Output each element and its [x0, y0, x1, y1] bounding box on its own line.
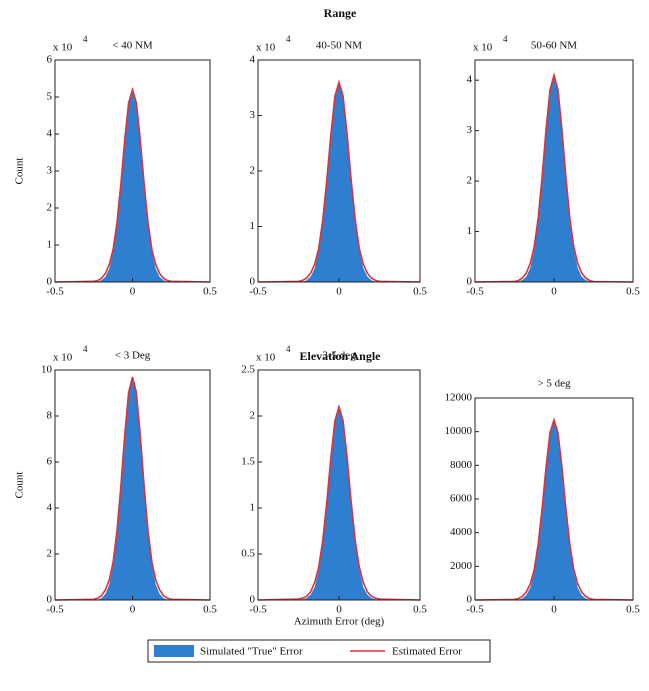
y-tick-label: 6000	[450, 493, 473, 505]
y-tick-label: 2	[47, 202, 53, 214]
legend-label: Estimated Error	[392, 646, 462, 658]
x-tick-label: 0.5	[203, 286, 217, 298]
y-tick-label: 1.5	[241, 456, 255, 468]
histogram-area	[55, 89, 210, 282]
y-multiplier-exponent: 4	[83, 34, 88, 44]
y-axis-label: Count	[14, 472, 26, 499]
fit-line	[474, 417, 634, 601]
y-tick-label: 10	[41, 364, 53, 376]
y-tick-label: 0.5	[241, 548, 255, 560]
x-tick-label: 0	[551, 286, 557, 298]
y-tick-label: 0	[467, 276, 473, 288]
x-tick-label: -0.5	[46, 604, 64, 616]
y-tick-label: 4	[250, 54, 256, 66]
x-tick-label: 0	[551, 604, 557, 616]
histogram-area	[258, 406, 420, 600]
y-tick-label: 3	[250, 109, 256, 121]
x-tick-label: -0.5	[46, 286, 64, 298]
fit-line	[54, 86, 211, 283]
y-tick-label: 3	[47, 165, 53, 177]
y-multiplier: x 10	[53, 42, 73, 54]
x-tick-label: 0.5	[203, 604, 217, 616]
row-title: Elevation Angle	[299, 349, 381, 363]
y-tick-label: 6	[47, 54, 53, 66]
x-tick-label: 0	[130, 604, 136, 616]
x-tick-label: 0	[336, 604, 342, 616]
y-tick-label: 2	[467, 175, 473, 187]
y-multiplier: x 10	[473, 42, 493, 54]
y-tick-label: 4	[47, 502, 53, 514]
subplot-title: 3-5 deg	[322, 350, 356, 362]
y-tick-label: 4000	[450, 526, 473, 538]
fit-line	[474, 72, 634, 283]
y-axis-label: Count	[14, 158, 26, 185]
y-tick-label: 0	[467, 594, 473, 606]
y-tick-label: 0	[250, 594, 256, 606]
y-multiplier-exponent: 4	[286, 34, 291, 44]
subplot-title: 40-50 NM	[316, 40, 362, 52]
y-tick-label: 0	[47, 276, 53, 288]
x-tick-label: -0.5	[466, 286, 484, 298]
y-tick-label: 2000	[450, 560, 473, 572]
x-tick-label: 0.5	[626, 286, 640, 298]
y-tick-label: 2	[250, 410, 256, 422]
y-tick-label: 1	[250, 220, 256, 232]
fit-line	[54, 376, 211, 601]
x-tick-label: 0	[336, 286, 342, 298]
row-title: Range	[324, 6, 357, 20]
x-tick-label: 0	[130, 286, 136, 298]
fit-line	[257, 79, 421, 283]
y-multiplier-exponent: 4	[503, 34, 508, 44]
y-tick-label: 3	[467, 124, 473, 136]
x-axis-label: Azimuth Error (deg)	[294, 616, 385, 628]
y-tick-label: 1	[467, 225, 473, 237]
subplot-title: 50-60 NM	[531, 40, 577, 52]
y-multiplier: x 10	[256, 42, 276, 54]
subplot-title: < 3 Deg	[115, 350, 151, 362]
legend-box	[147, 639, 491, 663]
y-multiplier-exponent: 4	[286, 344, 291, 354]
x-tick-label: -0.5	[466, 604, 484, 616]
x-tick-label: 0.5	[413, 604, 427, 616]
y-tick-label: 6	[47, 456, 53, 468]
subplot-title: > 5 deg	[537, 378, 571, 390]
x-tick-label: -0.5	[249, 286, 267, 298]
y-tick-label: 2.5	[241, 364, 255, 376]
legend-swatch	[154, 645, 194, 657]
y-tick-label: 8000	[450, 459, 473, 471]
histogram-area	[55, 376, 210, 600]
histogram-area	[258, 82, 420, 282]
y-tick-label: 1	[250, 502, 256, 514]
y-tick-label: 10000	[445, 425, 473, 437]
y-tick-label: 0	[47, 594, 53, 606]
x-tick-label: 0.5	[413, 286, 427, 298]
y-tick-label: 1	[47, 239, 53, 251]
y-tick-label: 5	[47, 91, 53, 103]
y-tick-label: 8	[47, 410, 53, 422]
legend-label: Simulated "True" Error	[200, 646, 303, 658]
y-multiplier: x 10	[256, 352, 276, 364]
histogram-area	[475, 75, 633, 283]
y-multiplier-exponent: 4	[83, 344, 88, 354]
x-tick-label: -0.5	[249, 604, 267, 616]
y-tick-label: 0	[250, 276, 256, 288]
y-tick-label: 2	[47, 548, 53, 560]
y-tick-label: 12000	[445, 392, 473, 404]
x-tick-label: 0.5	[626, 604, 640, 616]
y-tick-label: 4	[47, 128, 53, 140]
y-tick-label: 4	[467, 74, 473, 86]
y-tick-label: 2	[250, 165, 256, 177]
subplot-title: < 40 NM	[112, 40, 153, 52]
fit-line	[257, 403, 421, 601]
y-multiplier: x 10	[53, 352, 73, 364]
histogram-area	[475, 419, 633, 600]
